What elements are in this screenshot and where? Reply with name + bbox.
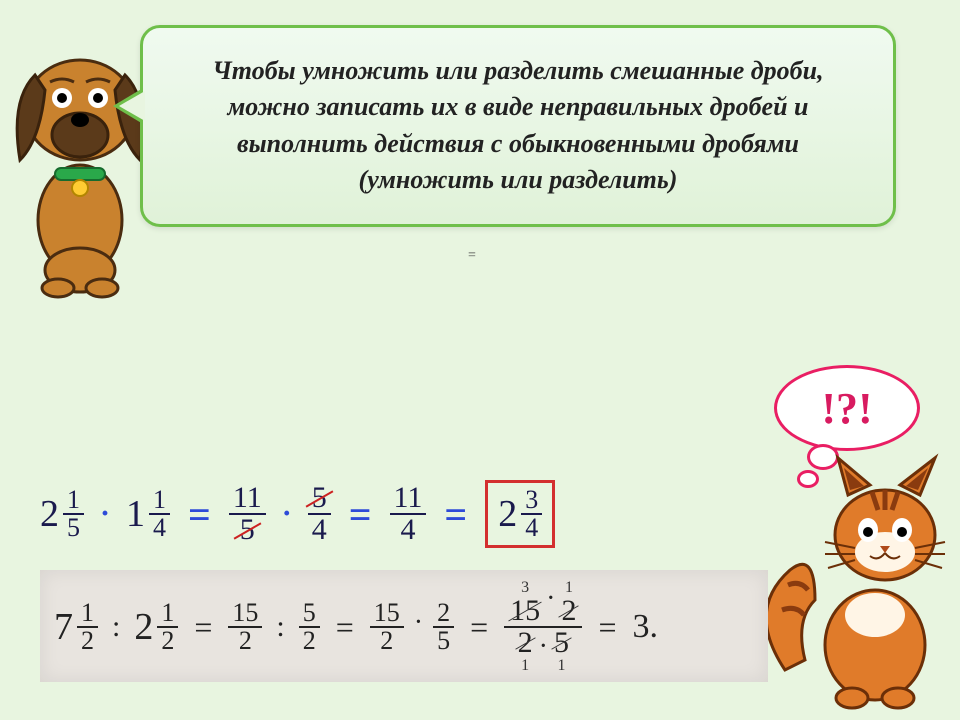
equals-icon: = bbox=[464, 609, 494, 646]
example-1-row: 2 15 · 1 14 = 11 5 · 5 4 = 11 4 = 2 34 bbox=[40, 480, 780, 548]
example-2-panel: 7 12 : 2 12 = 152 : 52 = 152 · 25 bbox=[40, 570, 768, 682]
ex1-operand-a: 2 15 bbox=[40, 487, 84, 541]
math-examples: 2 15 · 1 14 = 11 5 · 5 4 = 11 4 = 2 34 bbox=[40, 480, 780, 682]
ex1-step1a: 11 5 bbox=[229, 483, 266, 545]
divide-icon: : bbox=[108, 610, 124, 644]
dot-icon: · bbox=[414, 607, 423, 639]
ex1-operand-b: 1 14 bbox=[126, 487, 170, 541]
dog-character bbox=[0, 20, 160, 300]
equals-icon: = bbox=[438, 491, 473, 538]
ex1-step2: 11 4 bbox=[390, 483, 427, 545]
dot-icon: · bbox=[278, 497, 296, 531]
equals-icon: = bbox=[592, 609, 622, 646]
ex2-step2a: 152 bbox=[370, 600, 404, 654]
rule-text: Чтобы умножить или разделить смешанные д… bbox=[178, 53, 858, 199]
thought-bubble: !?! bbox=[774, 365, 920, 451]
ex1-step1b: 5 4 bbox=[308, 483, 331, 545]
ex2-operand-b: 2 12 bbox=[134, 600, 178, 654]
ex2-step2b: 25 bbox=[433, 600, 454, 654]
ex2-step1a: 152 bbox=[228, 600, 262, 654]
cat-character bbox=[760, 450, 960, 710]
dot-icon: · bbox=[96, 497, 114, 531]
equals-icon: = bbox=[182, 491, 217, 538]
equals-icon: = bbox=[343, 491, 378, 538]
equals-icon: = bbox=[188, 609, 218, 646]
stray-equals: = bbox=[468, 248, 476, 264]
equals-icon: = bbox=[330, 609, 360, 646]
ex2-operand-a: 7 12 bbox=[54, 600, 98, 654]
thought-text: !?! bbox=[821, 383, 872, 434]
ex2-cancel-fraction: 315 · 12 21 · 51 bbox=[504, 580, 582, 674]
divide-icon: : bbox=[272, 610, 288, 644]
ex2-result: 3. bbox=[633, 608, 659, 646]
example-2-row: 7 12 : 2 12 = 152 : 52 = 152 · 25 bbox=[54, 580, 754, 674]
rule-speech-box: Чтобы умножить или разделить смешанные д… bbox=[140, 25, 896, 227]
ex2-step1b: 52 bbox=[299, 600, 320, 654]
ex1-answer: 2 34 bbox=[485, 480, 555, 548]
